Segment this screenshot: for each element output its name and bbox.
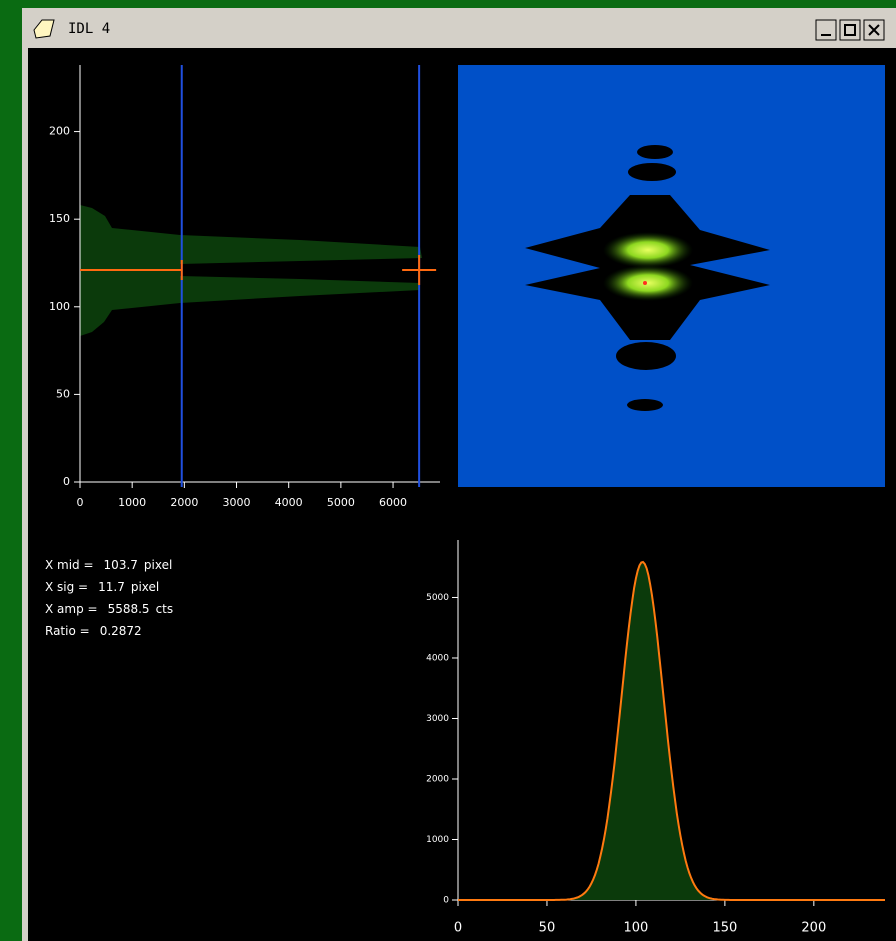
fit-unit: pixel xyxy=(131,580,159,594)
fit-label: X mid = xyxy=(45,558,94,572)
y-tick-label: 150 xyxy=(49,212,70,225)
y-tick-label: 200 xyxy=(49,125,70,138)
x-tick-label: 5000 xyxy=(327,496,355,509)
fit-line: Ratio = 0.2872 xyxy=(45,624,142,638)
fit-unit: pixel xyxy=(144,558,172,572)
image-blob xyxy=(627,399,663,411)
fit-value: 11.7 xyxy=(98,580,125,594)
title-bar xyxy=(22,8,896,48)
fit-curve xyxy=(458,560,885,901)
fit-value: 5588.5 xyxy=(108,602,150,616)
image-peak xyxy=(603,232,693,268)
profile-fill xyxy=(80,205,422,336)
minimize-button[interactable] xyxy=(815,19,837,41)
y-tick-label: 100 xyxy=(49,300,70,313)
y-tick-label: 5000 xyxy=(426,593,449,603)
image-center xyxy=(643,281,647,285)
x-tick-label: 150 xyxy=(712,921,737,936)
fit-value: 103.7 xyxy=(104,558,138,572)
fit-label: X amp = xyxy=(45,602,98,616)
fit-line: X sig = 11.7 pixel xyxy=(45,580,159,594)
x-tick-label: 0 xyxy=(454,921,462,936)
y-tick-label: 0 xyxy=(63,475,70,488)
y-tick-label: 1000 xyxy=(426,835,449,845)
x-tick-label: 2000 xyxy=(170,496,198,509)
image-blob xyxy=(628,163,676,181)
window-title: IDL 4 xyxy=(68,21,110,37)
fit-line: X amp = 5588.5 cts xyxy=(45,602,173,616)
fit-value: 0.2872 xyxy=(100,624,142,638)
image-panel xyxy=(458,65,885,487)
fit-results: X mid = 103.7 pixel X sig = 11.7 pixel X amp =… xyxy=(45,558,173,638)
x-tick-label: 6000 xyxy=(379,496,407,509)
image-blob xyxy=(637,145,673,159)
y-tick-label: 2000 xyxy=(426,774,449,784)
maximize-button[interactable] xyxy=(839,19,861,41)
y-tick-label: 4000 xyxy=(426,653,449,663)
image-peak xyxy=(603,265,693,301)
fit-label: Ratio = xyxy=(45,624,90,638)
x-tick-label: 3000 xyxy=(223,496,251,509)
x-tick-label: 1000 xyxy=(118,496,146,509)
fit-line: X mid = 103.7 pixel xyxy=(45,558,172,572)
x-tick-label: 200 xyxy=(801,921,826,936)
y-tick-label: 3000 xyxy=(426,714,449,724)
x-tick-label: 4000 xyxy=(275,496,303,509)
maximize-icon xyxy=(844,24,856,36)
window-icon xyxy=(33,19,55,39)
x-tick-label: 0 xyxy=(77,496,84,509)
fit-unit: cts xyxy=(156,602,174,616)
fit-fill xyxy=(458,562,885,900)
y-tick-label: 0 xyxy=(443,896,449,906)
image-blob xyxy=(616,342,676,370)
y-tick-label: 50 xyxy=(56,387,70,400)
fit-label: X sig = xyxy=(45,580,88,594)
close-icon xyxy=(868,24,880,36)
window-buttons[interactable] xyxy=(815,19,885,41)
x-tick-label: 100 xyxy=(624,921,649,936)
x-tick-label: 50 xyxy=(539,921,556,936)
